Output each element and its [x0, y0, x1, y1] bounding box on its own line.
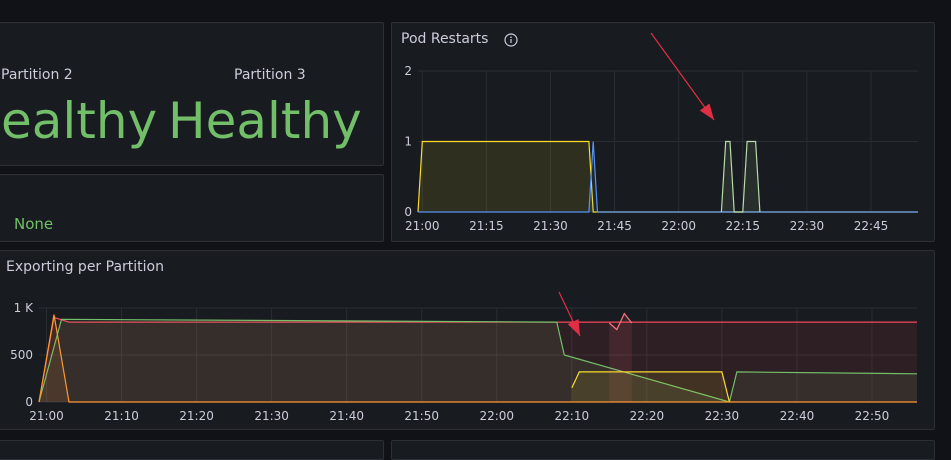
x-tick-label: 22:10 — [555, 409, 590, 423]
partition-2-status: ealthy — [1, 92, 158, 150]
bottom-right-panel — [391, 440, 935, 460]
series-area — [721, 141, 760, 212]
series-line — [571, 371, 730, 403]
series-area — [609, 313, 632, 402]
x-tick-label: 22:15 — [725, 219, 760, 233]
none-panel: None — [0, 174, 384, 242]
y-tick-label: 0 — [25, 395, 33, 409]
x-tick-label: 22:00 — [661, 219, 696, 233]
x-tick-label: 21:50 — [404, 409, 439, 423]
series-area — [39, 319, 917, 402]
x-tick-label: 21:00 — [405, 219, 440, 233]
y-tick-label: 500 — [10, 348, 33, 362]
x-tick-label: 21:15 — [469, 219, 504, 233]
x-tick-label: 21:00 — [29, 409, 64, 423]
series-area — [418, 141, 918, 212]
series-line — [418, 141, 918, 213]
series-line — [608, 312, 633, 331]
info-icon[interactable] — [504, 32, 518, 51]
series-line — [38, 318, 918, 403]
partition-status-panel: Partition 2 ealthy Partition 3 Healthy — [0, 22, 384, 166]
x-tick-label: 21:45 — [597, 219, 632, 233]
none-value: None — [14, 215, 54, 233]
bottom-left-panel — [0, 440, 384, 460]
x-tick-label: 22:30 — [705, 409, 740, 423]
series-line — [720, 140, 761, 213]
x-tick-label: 21:40 — [329, 409, 364, 423]
pod-restarts-panel[interactable]: Pod Restarts 0 1 2 21:00 21:15 21:30 21:45 22:0… — [391, 22, 935, 242]
y-tick-label: 2 — [404, 64, 412, 78]
series-area — [571, 371, 730, 402]
x-tick-label: 22:30 — [790, 219, 825, 233]
x-tick-label: 22:40 — [780, 409, 815, 423]
exporting-title[interactable]: Exporting per Partition — [6, 259, 164, 275]
exporting-chart[interactable]: 0 500 1 K 21:00 21:10 21:20 21:30 21:40 21:50 22:… — [0, 251, 934, 429]
x-tick-label: 22:45 — [854, 219, 889, 233]
series-line — [38, 314, 917, 403]
exporting-panel[interactable]: Exporting per Partition 0 500 1 K 21:00 21:1… — [0, 250, 935, 430]
pod-restarts-title[interactable]: Pod Restarts — [401, 31, 489, 47]
x-tick-label: 21:30 — [254, 409, 289, 423]
x-tick-label: 22:00 — [479, 409, 514, 423]
partition-2-label: Partition 2 — [1, 67, 73, 83]
x-tick-label: 21:10 — [104, 409, 139, 423]
y-tick-label: 1 K — [14, 301, 34, 315]
x-tick-label: 22:20 — [630, 409, 665, 423]
partition-3-label: Partition 3 — [234, 67, 306, 83]
y-tick-label: 0 — [404, 205, 412, 219]
x-tick-label: 21:30 — [533, 219, 568, 233]
pod-restarts-chart[interactable]: 0 1 2 21:00 21:15 21:30 21:45 22:00 22:15 22:30 22… — [392, 23, 934, 241]
series-area — [39, 317, 917, 402]
partition-3-status: Healthy — [168, 92, 362, 150]
x-tick-label: 22:50 — [855, 409, 890, 423]
y-tick-label: 1 — [404, 135, 412, 149]
x-tick-label: 21:20 — [179, 409, 214, 423]
